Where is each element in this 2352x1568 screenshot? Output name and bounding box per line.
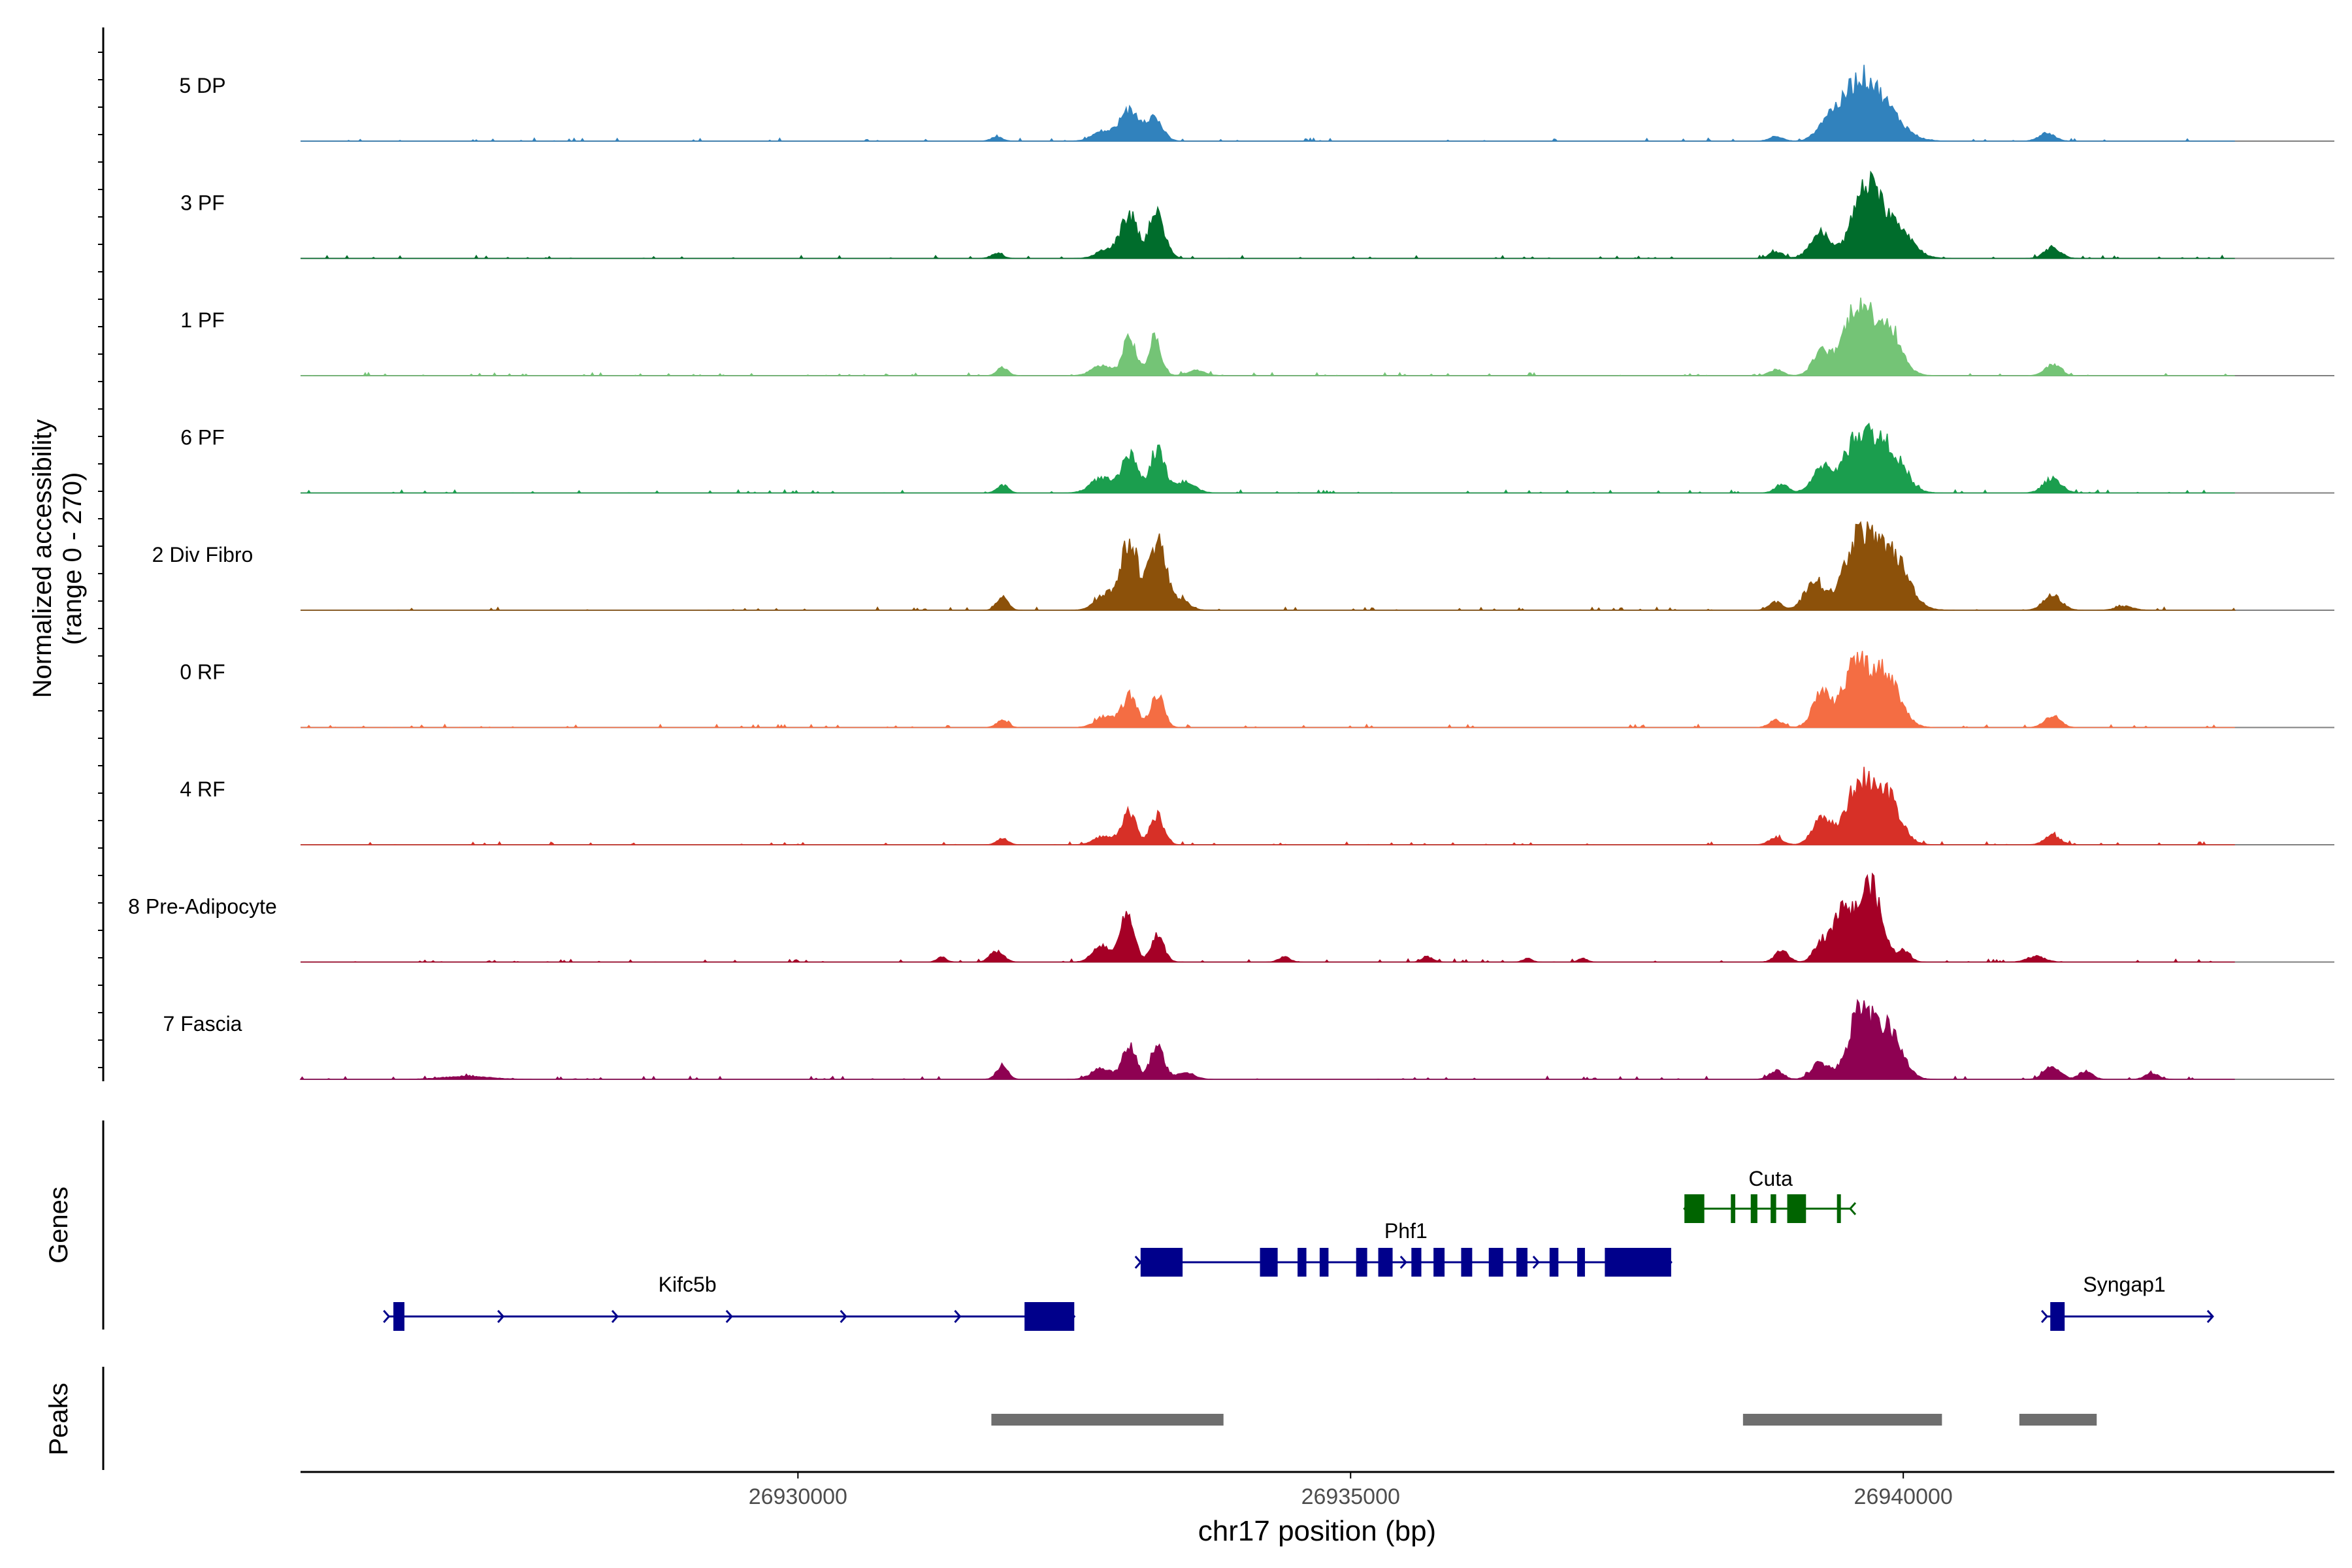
- track-label: 1 PF: [180, 308, 225, 332]
- track-label: 2 Div Fibro: [152, 543, 253, 566]
- gene-exon: [1356, 1248, 1367, 1277]
- track-label: 7 Fascia: [163, 1012, 242, 1036]
- strand-arrow: [725, 1310, 733, 1323]
- strand-arrow: [383, 1310, 391, 1323]
- track-label: 4 RF: [180, 777, 225, 801]
- peak-region: [991, 1414, 1224, 1426]
- coverage-tracks: 5 DP 3 PF 1 PF 6 PF 2 Div Fibro 0 RF 4 RF 8 Pre…: [128, 65, 2334, 1081]
- peak-regions: [991, 1414, 2097, 1426]
- coverage-track: 5 DP: [179, 65, 2334, 142]
- coverage-area: [301, 171, 2235, 259]
- strand-arrow: [1399, 1256, 1407, 1269]
- gene-label: Syngap1: [2083, 1273, 2165, 1296]
- coverage-track: 1 PF: [180, 297, 2334, 377]
- coverage-area: [299, 998, 2235, 1081]
- gene-exon: [1488, 1248, 1503, 1277]
- strand-arrow: [611, 1310, 619, 1323]
- x-axis-ticks: 26930000 26935000 26940000: [749, 1472, 1953, 1509]
- coverage-track: 2 Div Fibro: [152, 521, 2334, 612]
- coverage-track: 7 Fascia: [163, 998, 2334, 1081]
- coverage-area: [301, 521, 2236, 612]
- gene-label: Kifc5b: [659, 1273, 717, 1296]
- gene-exon: [393, 1302, 405, 1331]
- gene-exon: [1750, 1194, 1757, 1223]
- gene-exon: [1787, 1194, 1806, 1223]
- gene-model: Phf1: [1134, 1219, 1673, 1277]
- track-label: 8 Pre-Adipocyte: [128, 895, 277, 919]
- strand-arrow: [840, 1310, 847, 1323]
- gene-exon: [1771, 1194, 1776, 1223]
- track-label: 5 DP: [179, 74, 225, 97]
- strand-arrow: [954, 1310, 962, 1323]
- track-label: 3 PF: [180, 191, 225, 215]
- gene-annotations: Kifc5b Phf1 Cuta Syngap1: [383, 1167, 2214, 1331]
- strand-arrow: [2040, 1310, 2049, 1323]
- gene-exon: [1140, 1248, 1183, 1277]
- coverage-track: 0 RF: [180, 651, 2334, 728]
- x-axis-label: chr17 position (bp): [1198, 1515, 1436, 1547]
- strand-arrow: [1532, 1256, 1540, 1269]
- gene-exon: [1605, 1248, 1671, 1277]
- gene-exon: [1433, 1248, 1445, 1277]
- gene-exon: [1684, 1194, 1705, 1223]
- coverage-area: [301, 297, 2235, 377]
- gene-exon: [1378, 1248, 1393, 1277]
- coverage-track: 4 RF: [180, 766, 2334, 846]
- x-tick-label: 26935000: [1301, 1484, 1400, 1509]
- track-label: 0 RF: [180, 661, 225, 684]
- coverage-track: 3 PF: [180, 171, 2334, 259]
- x-tick-label: 26930000: [749, 1484, 847, 1509]
- strand-arrow: [1848, 1202, 1857, 1215]
- gene-exon: [1549, 1248, 1559, 1277]
- strand-arrow: [2206, 1310, 2214, 1323]
- coverage-track: 8 Pre-Adipocyte: [128, 872, 2334, 963]
- peak-region: [1742, 1414, 1942, 1426]
- gene-exon: [1298, 1248, 1307, 1277]
- y-axis-label-line1: Normalized accessibility: [28, 419, 57, 698]
- gene-exon: [1837, 1194, 1841, 1223]
- gene-exon: [1731, 1194, 1736, 1223]
- peaks-panel-label: Peaks: [44, 1382, 73, 1455]
- coverage-area: [301, 766, 2235, 846]
- gene-exon: [1319, 1248, 1329, 1277]
- gene-exon: [1260, 1248, 1278, 1277]
- coverage-area: [301, 651, 2235, 728]
- strand-arrow: [497, 1310, 505, 1323]
- coverage-area: [301, 65, 2235, 142]
- gene-exon: [1577, 1248, 1585, 1277]
- x-tick-label: 26940000: [1854, 1484, 1953, 1509]
- y-axis: [98, 27, 105, 1081]
- coverage-area: [301, 872, 2235, 963]
- gene-label: Cuta: [1748, 1167, 1793, 1190]
- gene-exon: [1411, 1248, 1422, 1277]
- coverage-track: 6 PF: [180, 422, 2334, 494]
- peak-region: [2019, 1414, 2097, 1426]
- gene-label: Phf1: [1384, 1219, 1428, 1243]
- gene-exon: [1024, 1302, 1075, 1331]
- gene-exon: [1461, 1248, 1473, 1277]
- gene-model: Kifc5b: [383, 1273, 1076, 1331]
- gene-exon: [1516, 1248, 1527, 1277]
- gene-exon: [2050, 1302, 2065, 1331]
- coverage-area: [301, 422, 2235, 494]
- genes-panel-label: Genes: [44, 1186, 73, 1264]
- y-axis-label-line2: (range 0 - 270): [58, 472, 87, 645]
- gene-model: Syngap1: [2040, 1273, 2214, 1331]
- gene-model: Cuta: [1683, 1167, 1857, 1223]
- track-label: 6 PF: [180, 426, 225, 449]
